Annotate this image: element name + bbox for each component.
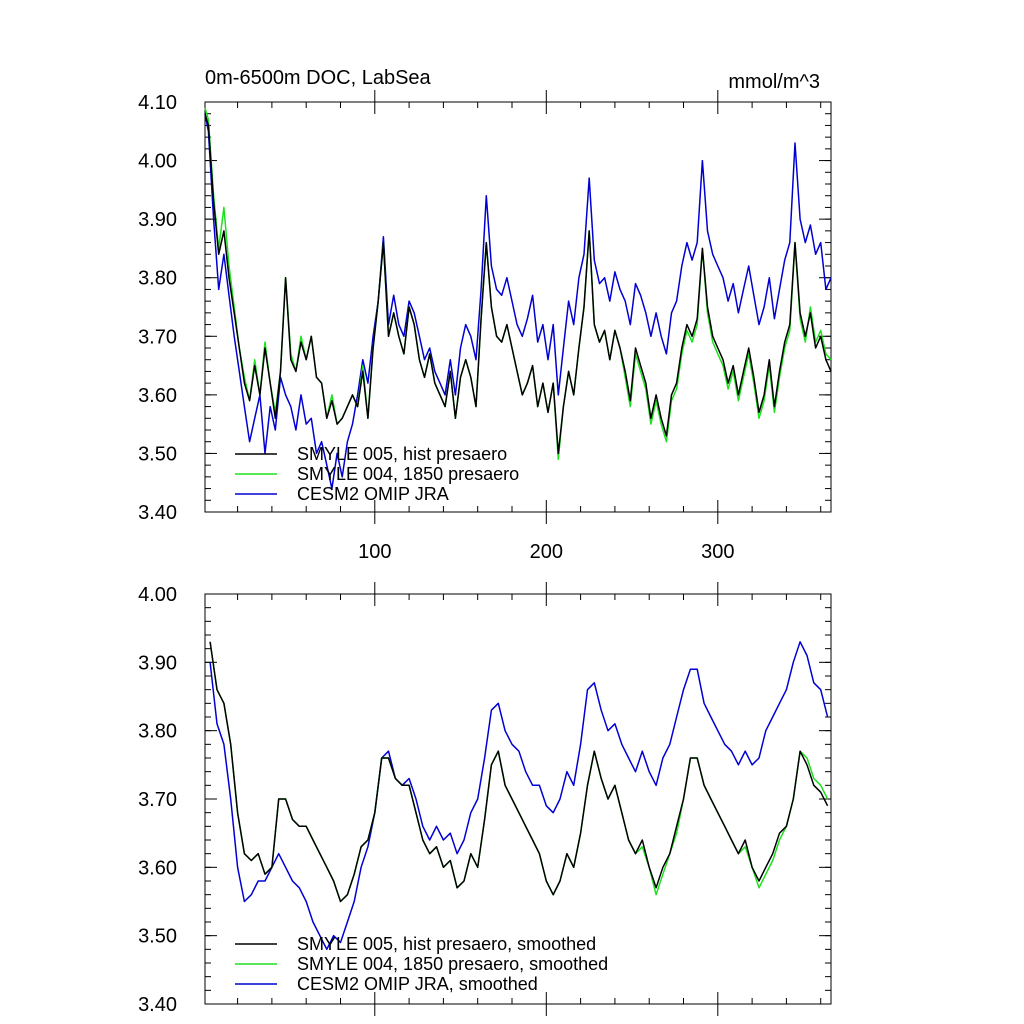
top-plot-frame xyxy=(204,101,832,513)
y-tick-label: 3.60 xyxy=(138,385,177,407)
y-tick-label: 4.00 xyxy=(138,151,177,173)
y-tick-label: 3.40 xyxy=(138,994,177,1016)
legend-label-1: SMYLE 004, 1850 presaero, smoothed xyxy=(297,954,608,974)
bottom-axis-ticks: 3.40 3.50 3.60 3.70 3.80 3.90 4.00 xyxy=(138,582,831,1016)
legend-label-0: SMYLE 005, hist presaero, smoothed xyxy=(297,934,596,954)
y-tick-label: 3.80 xyxy=(138,268,177,290)
series-line-0 xyxy=(204,113,832,455)
y-tick-label: 3.60 xyxy=(138,857,177,879)
y-tick-label: 3.90 xyxy=(138,209,177,231)
legend-label-2: CESM2 OMIP JRA xyxy=(297,484,449,504)
top-axis-ticks: 3.40 3.50 3.60 3.70 3.80 3.90 4.00 4.10 100 200 30… xyxy=(138,90,831,563)
y-tick-label: 3.90 xyxy=(138,652,177,674)
legend-label-1: SMYLE 004, 1850 presaero xyxy=(297,464,519,484)
y-tick-label: 3.50 xyxy=(138,443,177,465)
top-panel-units: mmol/m^3 xyxy=(728,71,820,93)
x-tick-label: 200 xyxy=(530,541,563,563)
legend-label-0: SMYLE 005, hist presaero xyxy=(297,444,507,464)
top-series-lines xyxy=(204,107,832,490)
x-tick-label: 300 xyxy=(701,541,734,563)
legend-label-2: CESM2 OMIP JRA, smoothed xyxy=(297,974,538,994)
series-line-1 xyxy=(209,641,829,903)
bottom-series-lines xyxy=(209,641,829,951)
top-panel-title: 0m-6500m DOC, LabSea xyxy=(205,67,432,89)
y-tick-label: 3.70 xyxy=(138,326,177,348)
y-tick-label: 3.50 xyxy=(138,926,177,948)
x-tick-label: 100 xyxy=(358,541,391,563)
series-line-0 xyxy=(209,641,829,903)
bottom-legend: SMYLE 005, hist presaero, smoothedSMYLE … xyxy=(235,934,608,994)
y-tick-label: 4.00 xyxy=(138,584,177,606)
y-tick-label: 4.10 xyxy=(138,92,177,114)
y-tick-label: 3.40 xyxy=(138,502,177,524)
series-line-2 xyxy=(209,641,829,951)
series-line-2 xyxy=(204,113,832,490)
top-panel: 0m-6500m DOC, LabSea mmol/m^3 3.403.503.… xyxy=(138,67,832,563)
y-tick-label: 3.80 xyxy=(138,721,177,743)
bottom-panel: 3.40 3.50 3.60 3.70 3.80 3.90 4.00 SMYLE 005, … xyxy=(138,582,832,1016)
y-tick-label: 3.70 xyxy=(138,789,177,811)
